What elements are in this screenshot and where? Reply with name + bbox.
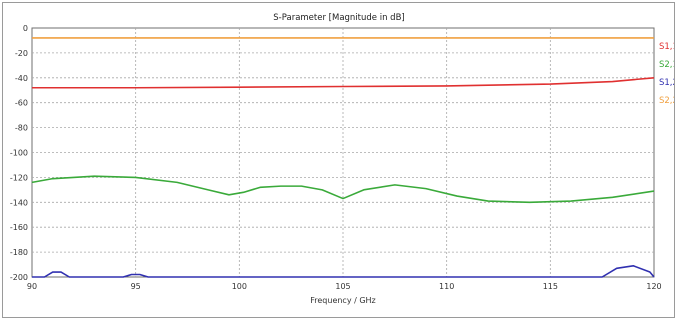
y-tick-label: -160	[10, 223, 28, 232]
y-tick-label: -80	[15, 124, 28, 133]
series-line-s1-1	[32, 77, 655, 89]
s-parameter-chart: S-Parameter [Magnitude in dB] 0 -20 -40 -60…	[10, 13, 674, 305]
x-tick-label: 105	[335, 282, 350, 291]
series-lines	[31, 37, 655, 278]
y-tick-label: -180	[10, 248, 28, 257]
series-line-s1-2	[32, 264, 655, 278]
legend-entry-s2-2: S2,2	[659, 96, 674, 106]
grid-lines	[32, 28, 654, 277]
y-tick-label: -20	[15, 49, 28, 58]
y-tick-label: -140	[10, 198, 28, 207]
x-tick-label: 90	[27, 282, 37, 291]
y-tick-label: -100	[10, 149, 28, 158]
x-tick-label: 115	[543, 282, 558, 291]
legend: S1,1 S2,1 S1,2 S2,2	[659, 42, 674, 106]
x-tick-label: 95	[131, 282, 141, 291]
chart-title: S-Parameter [Magnitude in dB]	[273, 13, 404, 23]
legend-entry-s2-1: S2,1	[659, 60, 674, 70]
x-tick-label: 100	[232, 282, 247, 291]
x-tick-label: 110	[439, 282, 454, 291]
x-tick-label: 120	[646, 282, 661, 291]
series-line-s2-1	[31, 175, 655, 204]
y-tick-label: -120	[10, 173, 28, 182]
x-axis-ticks: 90 95 100 105 110 115 120	[27, 282, 662, 291]
y-tick-label: -40	[15, 74, 28, 83]
y-tick-label: -200	[10, 273, 28, 282]
legend-entry-s1-2: S1,2	[659, 78, 674, 88]
y-axis-ticks: 0 -20 -40 -60 -80 -100 -120 -140 -160 -180 -200	[10, 24, 28, 282]
y-tick-label: -60	[15, 99, 28, 108]
x-axis-label: Frequency / GHz	[310, 296, 376, 305]
legend-entry-s1-1: S1,1	[659, 42, 674, 52]
y-tick-label: 0	[23, 24, 28, 33]
